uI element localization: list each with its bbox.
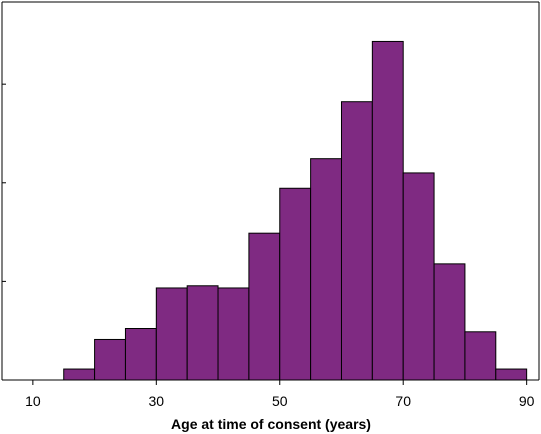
y-ticks-layer — [2, 83, 6, 381]
x-tick-label-4: 70 — [395, 393, 411, 409]
histogram-bar-10 — [340, 101, 373, 381]
histogram-bar-4 — [155, 287, 188, 381]
x-axis-title: Age at time of consent (years) — [171, 416, 371, 432]
histogram-bar-6 — [217, 287, 250, 381]
x-ticks-layer: 10 30 50 70 90 — [25, 380, 535, 409]
histogram-bar-14 — [464, 331, 497, 381]
histogram-bar-9 — [310, 158, 342, 381]
x-tick-label-2: 30 — [149, 393, 165, 409]
histogram-bar-8 — [279, 187, 312, 381]
histogram-bar-1 — [63, 368, 96, 381]
histogram-bar-7 — [248, 232, 281, 381]
bars-layer — [63, 40, 528, 381]
histogram-bar-2 — [94, 338, 126, 381]
x-tick-label-5: 90 — [519, 393, 535, 409]
histogram-bar-15 — [495, 368, 528, 381]
histogram-bar-11 — [371, 40, 404, 381]
x-tick-label-3: 50 — [272, 393, 288, 409]
x-tick-label-1: 10 — [25, 393, 41, 409]
histogram-bar-13 — [433, 263, 466, 381]
histogram-bar-5 — [186, 285, 219, 381]
histogram-bar-3 — [124, 328, 157, 381]
histogram-bar-12 — [402, 172, 435, 381]
